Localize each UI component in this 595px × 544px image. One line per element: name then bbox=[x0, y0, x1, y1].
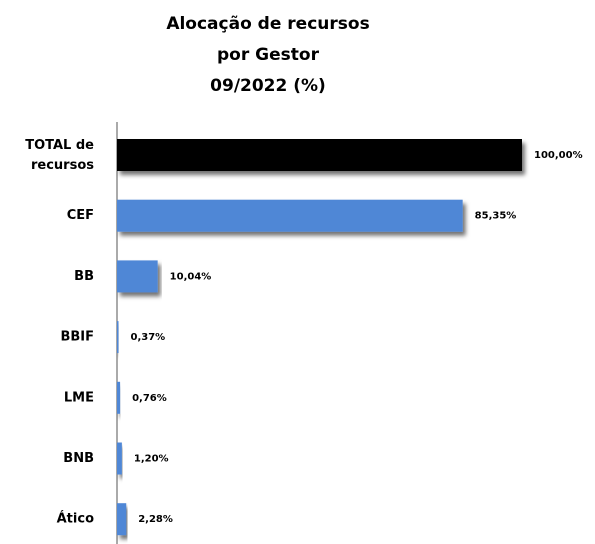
chart-title: Alocação de recursos bbox=[166, 14, 369, 34]
bar bbox=[117, 381, 121, 414]
bar bbox=[117, 199, 463, 232]
data-label: 85,35% bbox=[475, 211, 517, 222]
chart-title: por Gestor bbox=[217, 45, 320, 65]
y-tick-label: Ático bbox=[57, 511, 94, 527]
y-tick-label: TOTAL de recursos bbox=[25, 138, 94, 173]
bar bbox=[117, 442, 122, 475]
y-tick-label: BB bbox=[74, 269, 94, 284]
data-label: 0,76% bbox=[132, 393, 167, 404]
y-tick-label: BBIF bbox=[60, 330, 94, 345]
data-label: 1,20% bbox=[134, 454, 169, 465]
data-label: 10,04% bbox=[170, 271, 212, 282]
data-label: 2,28% bbox=[138, 514, 173, 525]
data-label: 0,37% bbox=[130, 332, 165, 343]
chart-title: 09/2022 (%) bbox=[210, 76, 326, 96]
data-label: 100,00% bbox=[534, 150, 583, 161]
bar bbox=[117, 139, 522, 171]
y-tick-label: LME bbox=[64, 390, 94, 405]
bar bbox=[117, 321, 119, 354]
bar bbox=[117, 503, 127, 536]
y-tick-label: BNB bbox=[63, 451, 94, 466]
bar bbox=[117, 260, 158, 293]
y-tick-label: CEF bbox=[67, 208, 94, 223]
